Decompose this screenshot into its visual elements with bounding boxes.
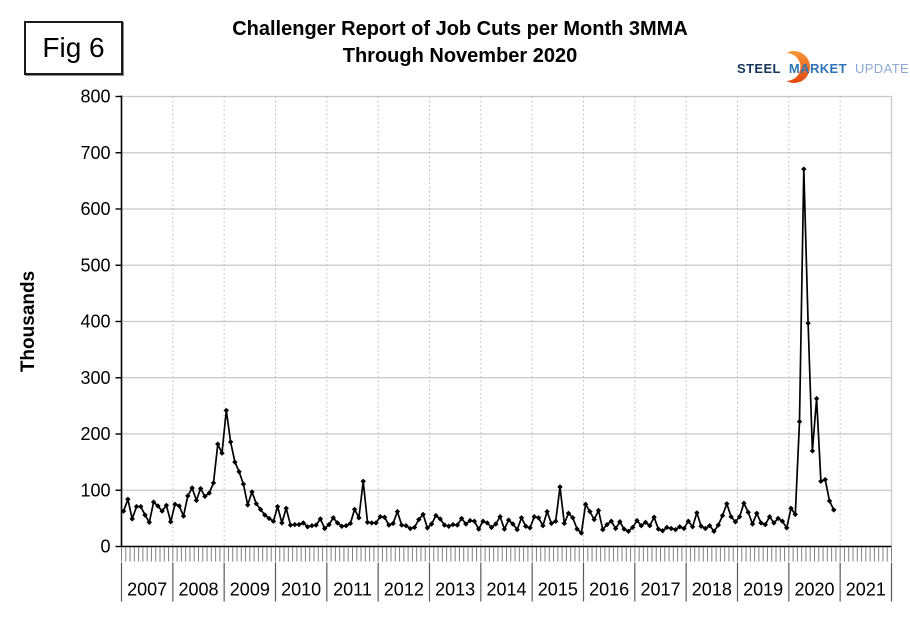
x-year-label: 2021 [846, 580, 886, 600]
figure-label: Fig 6 [42, 32, 105, 63]
x-year-label: 2016 [589, 580, 629, 600]
y-tick-label: 800 [80, 87, 110, 107]
chart-title-line1: Challenger Report of Job Cuts per Month … [232, 18, 688, 40]
x-year-label: 2008 [178, 580, 218, 600]
y-tick-label: 300 [80, 368, 110, 388]
smu-logo: STEEL MARKET UPDATE [733, 47, 909, 90]
smu-wordmark: STEEL MARKET UPDATE [737, 61, 909, 76]
y-tick-label: 600 [80, 199, 110, 219]
x-year-label: 2013 [435, 580, 475, 600]
y-tick-label: 400 [80, 312, 110, 332]
figure-label-box: Fig 6 [24, 21, 123, 75]
chart-title: Challenger Report of Job Cuts per Month … [130, 16, 790, 70]
x-year-label: 2019 [743, 580, 783, 600]
smu-wordmark-steel: STEEL [737, 61, 781, 76]
x-year-label: 2011 [333, 580, 372, 600]
x-year-label: 2020 [794, 580, 834, 600]
smu-crescent-icon [773, 47, 813, 87]
x-year-label: 2012 [384, 580, 424, 600]
y-tick-label: 500 [80, 255, 110, 275]
y-tick-label: 0 [100, 537, 110, 557]
x-year-label: 2017 [640, 580, 680, 600]
chart-title-line2: Through November 2020 [342, 45, 578, 67]
y-tick-label: 200 [80, 424, 110, 444]
x-year-label: 2010 [281, 580, 321, 600]
y-axis-title: Thousands [18, 271, 39, 372]
x-year-label: 2018 [692, 580, 732, 600]
y-tick-label: 700 [80, 143, 110, 163]
x-year-label: 2014 [486, 580, 526, 600]
x-year-label: 2007 [127, 580, 167, 600]
x-year-label: 2009 [230, 580, 270, 600]
y-tick-label: 100 [80, 480, 110, 500]
data-markers [120, 166, 837, 536]
data-line [122, 168, 835, 534]
smu-wordmark-market: MARKET [788, 61, 847, 76]
x-year-label: 2015 [538, 580, 578, 600]
smu-wordmark-update: UPDATE [854, 61, 910, 76]
